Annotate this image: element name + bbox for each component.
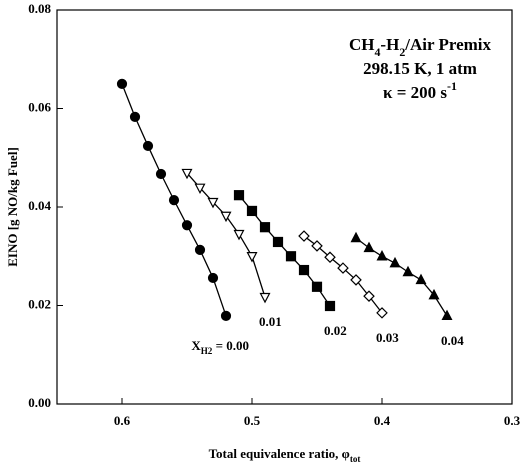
series-label: 0.01 xyxy=(259,314,282,329)
y-tick-label: 0.06 xyxy=(28,99,51,114)
text-part: /Air Premix xyxy=(404,35,491,54)
series-label: 0.04 xyxy=(441,333,464,348)
title-line: CH4-H2/Air Premix xyxy=(349,35,492,59)
series-label: XH2 = 0.00 xyxy=(191,338,249,356)
marker xyxy=(168,195,180,206)
marker xyxy=(363,290,375,302)
x-tick-label: 0.5 xyxy=(244,413,261,428)
marker xyxy=(363,241,375,253)
marker xyxy=(402,265,414,277)
y-tick-label: 0.02 xyxy=(28,296,51,311)
marker xyxy=(181,220,193,231)
marker xyxy=(376,250,388,261)
x-tick-label: 0.3 xyxy=(504,413,520,428)
marker xyxy=(298,230,310,242)
text-part: κ = 200 s xyxy=(383,83,447,102)
marker xyxy=(155,168,167,180)
marker xyxy=(376,307,388,319)
x-tick-label: 0.6 xyxy=(114,413,131,428)
marker xyxy=(246,205,258,217)
text-part: 2 xyxy=(399,45,405,59)
marker xyxy=(259,292,271,304)
marker xyxy=(116,78,128,89)
marker xyxy=(129,111,141,122)
y-tick-label: 0.08 xyxy=(28,1,51,16)
text-part: -H xyxy=(380,35,399,54)
marker xyxy=(220,211,232,223)
marker xyxy=(350,231,362,243)
marker xyxy=(246,252,258,263)
series-label: 0.03 xyxy=(376,330,399,345)
text-part: X xyxy=(191,338,201,353)
marker xyxy=(194,244,206,255)
text-part: 0.00 xyxy=(226,338,249,353)
text-part: tot xyxy=(350,454,361,464)
series-label: 0.02 xyxy=(324,323,347,338)
marker xyxy=(441,309,453,321)
y-axis-label: EINO [g NO/kg Fuel] xyxy=(5,147,20,267)
marker xyxy=(285,251,297,262)
marker xyxy=(207,272,219,284)
marker xyxy=(259,222,271,233)
marker xyxy=(298,264,310,276)
text-part: H2 xyxy=(201,346,213,356)
marker xyxy=(311,281,323,292)
marker xyxy=(324,251,336,264)
marker xyxy=(272,236,284,248)
marker xyxy=(324,300,336,312)
title-line: κ = 200 s-1 xyxy=(383,79,457,102)
text-part: -1 xyxy=(447,79,457,93)
marker xyxy=(181,168,193,180)
x-tick-label: 0.4 xyxy=(374,413,391,428)
marker xyxy=(233,190,245,201)
marker xyxy=(233,229,245,241)
marker xyxy=(415,273,427,285)
text-part: 298.15 K, 1 atm xyxy=(363,59,477,78)
marker xyxy=(428,288,440,300)
text-part: Total equivalence ratio, φ xyxy=(209,446,350,461)
series-line xyxy=(186,172,266,298)
marker xyxy=(220,310,232,321)
marker xyxy=(311,240,323,252)
text-part: CH xyxy=(349,35,375,54)
y-tick-label: 0.00 xyxy=(28,395,51,410)
marker xyxy=(207,197,219,209)
marker xyxy=(142,140,154,152)
text-part: = xyxy=(212,338,226,353)
marker xyxy=(337,262,349,274)
marker xyxy=(389,256,401,268)
title-line: 298.15 K, 1 atm xyxy=(363,59,477,78)
text-part: 4 xyxy=(374,45,380,59)
marker xyxy=(350,274,362,286)
y-tick-label: 0.04 xyxy=(28,198,51,213)
marker xyxy=(194,183,206,195)
x-axis-label: Total equivalence ratio, φtot xyxy=(209,446,361,464)
